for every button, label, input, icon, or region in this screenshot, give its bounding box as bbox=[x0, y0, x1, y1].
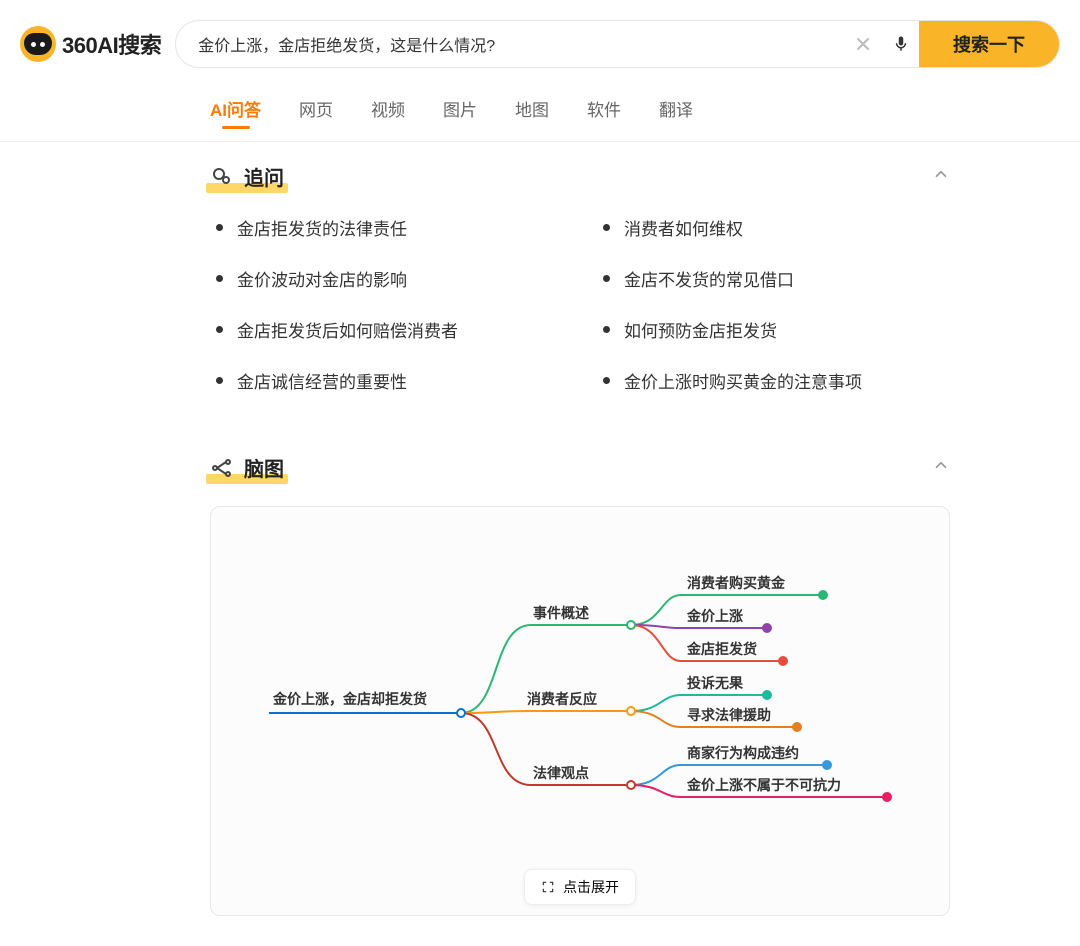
mindmap-dot bbox=[822, 760, 832, 770]
followup-item[interactable]: 金店不发货的常见借口 bbox=[603, 266, 950, 291]
bullet-icon bbox=[216, 224, 223, 231]
followup-text: 金店诚信经营的重要性 bbox=[237, 368, 407, 393]
mindmap-dot bbox=[626, 620, 636, 630]
mindmap-icon bbox=[210, 456, 234, 480]
mindmap-dot bbox=[792, 722, 802, 732]
mindmap-dot bbox=[818, 590, 828, 600]
mindmap-dot bbox=[762, 690, 772, 700]
bullet-icon bbox=[603, 224, 610, 231]
bullet-icon bbox=[603, 377, 610, 384]
mindmap-node: 法律观点 bbox=[533, 763, 589, 783]
expand-label: 点击展开 bbox=[563, 877, 619, 897]
mindmap-dot bbox=[762, 623, 772, 633]
collapse-followup-icon[interactable] bbox=[932, 165, 950, 188]
search-button[interactable]: 搜索一下 bbox=[919, 21, 1059, 67]
followup-text: 金店拒发货后如何赔偿消费者 bbox=[237, 317, 458, 342]
mindmap-dot bbox=[882, 792, 892, 802]
mindmap-node: 消费者反应 bbox=[527, 689, 597, 709]
bullet-icon bbox=[603, 275, 610, 282]
bullet-icon bbox=[216, 275, 223, 282]
followup-item[interactable]: 如何预防金店拒发货 bbox=[603, 317, 950, 342]
tab-1[interactable]: 网页 bbox=[299, 96, 333, 127]
nav-tabs: AI问答 网页 视频 图片 地图 软件 翻译 bbox=[0, 78, 1080, 142]
followup-item[interactable]: 金价上涨时购买黄金的注意事项 bbox=[603, 368, 950, 393]
followup-header: 追问 bbox=[210, 162, 950, 191]
tab-2[interactable]: 视频 bbox=[371, 96, 405, 127]
mindmap-node: 消费者购买黄金 bbox=[687, 573, 785, 593]
followup-item[interactable]: 金店拒发货后如何赔偿消费者 bbox=[216, 317, 563, 342]
mindmap-node: 金价上涨不属于不可抗力 bbox=[687, 775, 841, 795]
mindmap-header: 脑图 bbox=[210, 453, 950, 482]
mindmap-node: 金价上涨，金店却拒发货 bbox=[273, 689, 427, 709]
search-bar: 搜索一下 bbox=[175, 20, 1060, 68]
followup-icon bbox=[210, 165, 234, 189]
followup-item[interactable]: 金店拒发货的法律责任 bbox=[216, 215, 563, 240]
mindmap-dot bbox=[626, 780, 636, 790]
brand-icon bbox=[20, 26, 56, 62]
mindmap-dot bbox=[456, 708, 466, 718]
search-input[interactable] bbox=[176, 35, 851, 53]
followup-text: 金店拒发货的法律责任 bbox=[237, 215, 407, 240]
brand-name: 360AI搜索 bbox=[62, 28, 161, 60]
tab-3[interactable]: 图片 bbox=[443, 96, 477, 127]
followup-text: 金店不发货的常见借口 bbox=[624, 266, 794, 291]
followup-item[interactable]: 金价波动对金店的影响 bbox=[216, 266, 563, 291]
clear-icon[interactable] bbox=[851, 32, 875, 56]
followup-item[interactable]: 消费者如何维权 bbox=[603, 215, 950, 240]
bullet-icon bbox=[216, 326, 223, 333]
mindmap-node: 投诉无果 bbox=[687, 673, 743, 693]
followup-item[interactable]: 金店诚信经营的重要性 bbox=[216, 368, 563, 393]
followup-text: 如何预防金店拒发货 bbox=[624, 317, 777, 342]
expand-mindmap-button[interactable]: 点击展开 bbox=[524, 869, 636, 905]
mindmap-node: 商家行为构成违约 bbox=[687, 743, 799, 763]
bullet-icon bbox=[603, 326, 610, 333]
followup-text: 消费者如何维权 bbox=[624, 215, 743, 240]
mindmap-node: 事件概述 bbox=[533, 603, 589, 623]
header-bar: 360AI搜索 搜索一下 bbox=[0, 0, 1080, 78]
tab-0[interactable]: AI问答 bbox=[210, 96, 261, 127]
brand-logo[interactable]: 360AI搜索 bbox=[20, 26, 161, 62]
followup-title: 追问 bbox=[244, 162, 284, 191]
mindmap-node: 金价上涨 bbox=[687, 606, 743, 626]
mindmap-title: 脑图 bbox=[244, 453, 284, 482]
followup-text: 金价上涨时购买黄金的注意事项 bbox=[624, 368, 862, 393]
tab-6[interactable]: 翻译 bbox=[659, 96, 693, 127]
followup-text: 金价波动对金店的影响 bbox=[237, 266, 407, 291]
tab-4[interactable]: 地图 bbox=[515, 96, 549, 127]
collapse-mindmap-icon[interactable] bbox=[932, 456, 950, 479]
followup-list: 金店拒发货的法律责任 消费者如何维权金价波动对金店的影响 金店不发货的常见借口金店拒… bbox=[210, 215, 950, 393]
mindmap-node: 金店拒发货 bbox=[687, 639, 757, 659]
mindmap-dot bbox=[778, 656, 788, 666]
bullet-icon bbox=[216, 377, 223, 384]
tab-5[interactable]: 软件 bbox=[587, 96, 621, 127]
mindmap-dot bbox=[626, 706, 636, 716]
mindmap-node: 寻求法律援助 bbox=[687, 705, 771, 725]
microphone-icon[interactable] bbox=[889, 32, 913, 56]
mindmap-canvas[interactable]: 点击展开 金价上涨，金店却拒发货 事件概述 消费者购买黄金金价上涨金店拒发货消费者反… bbox=[210, 506, 950, 916]
